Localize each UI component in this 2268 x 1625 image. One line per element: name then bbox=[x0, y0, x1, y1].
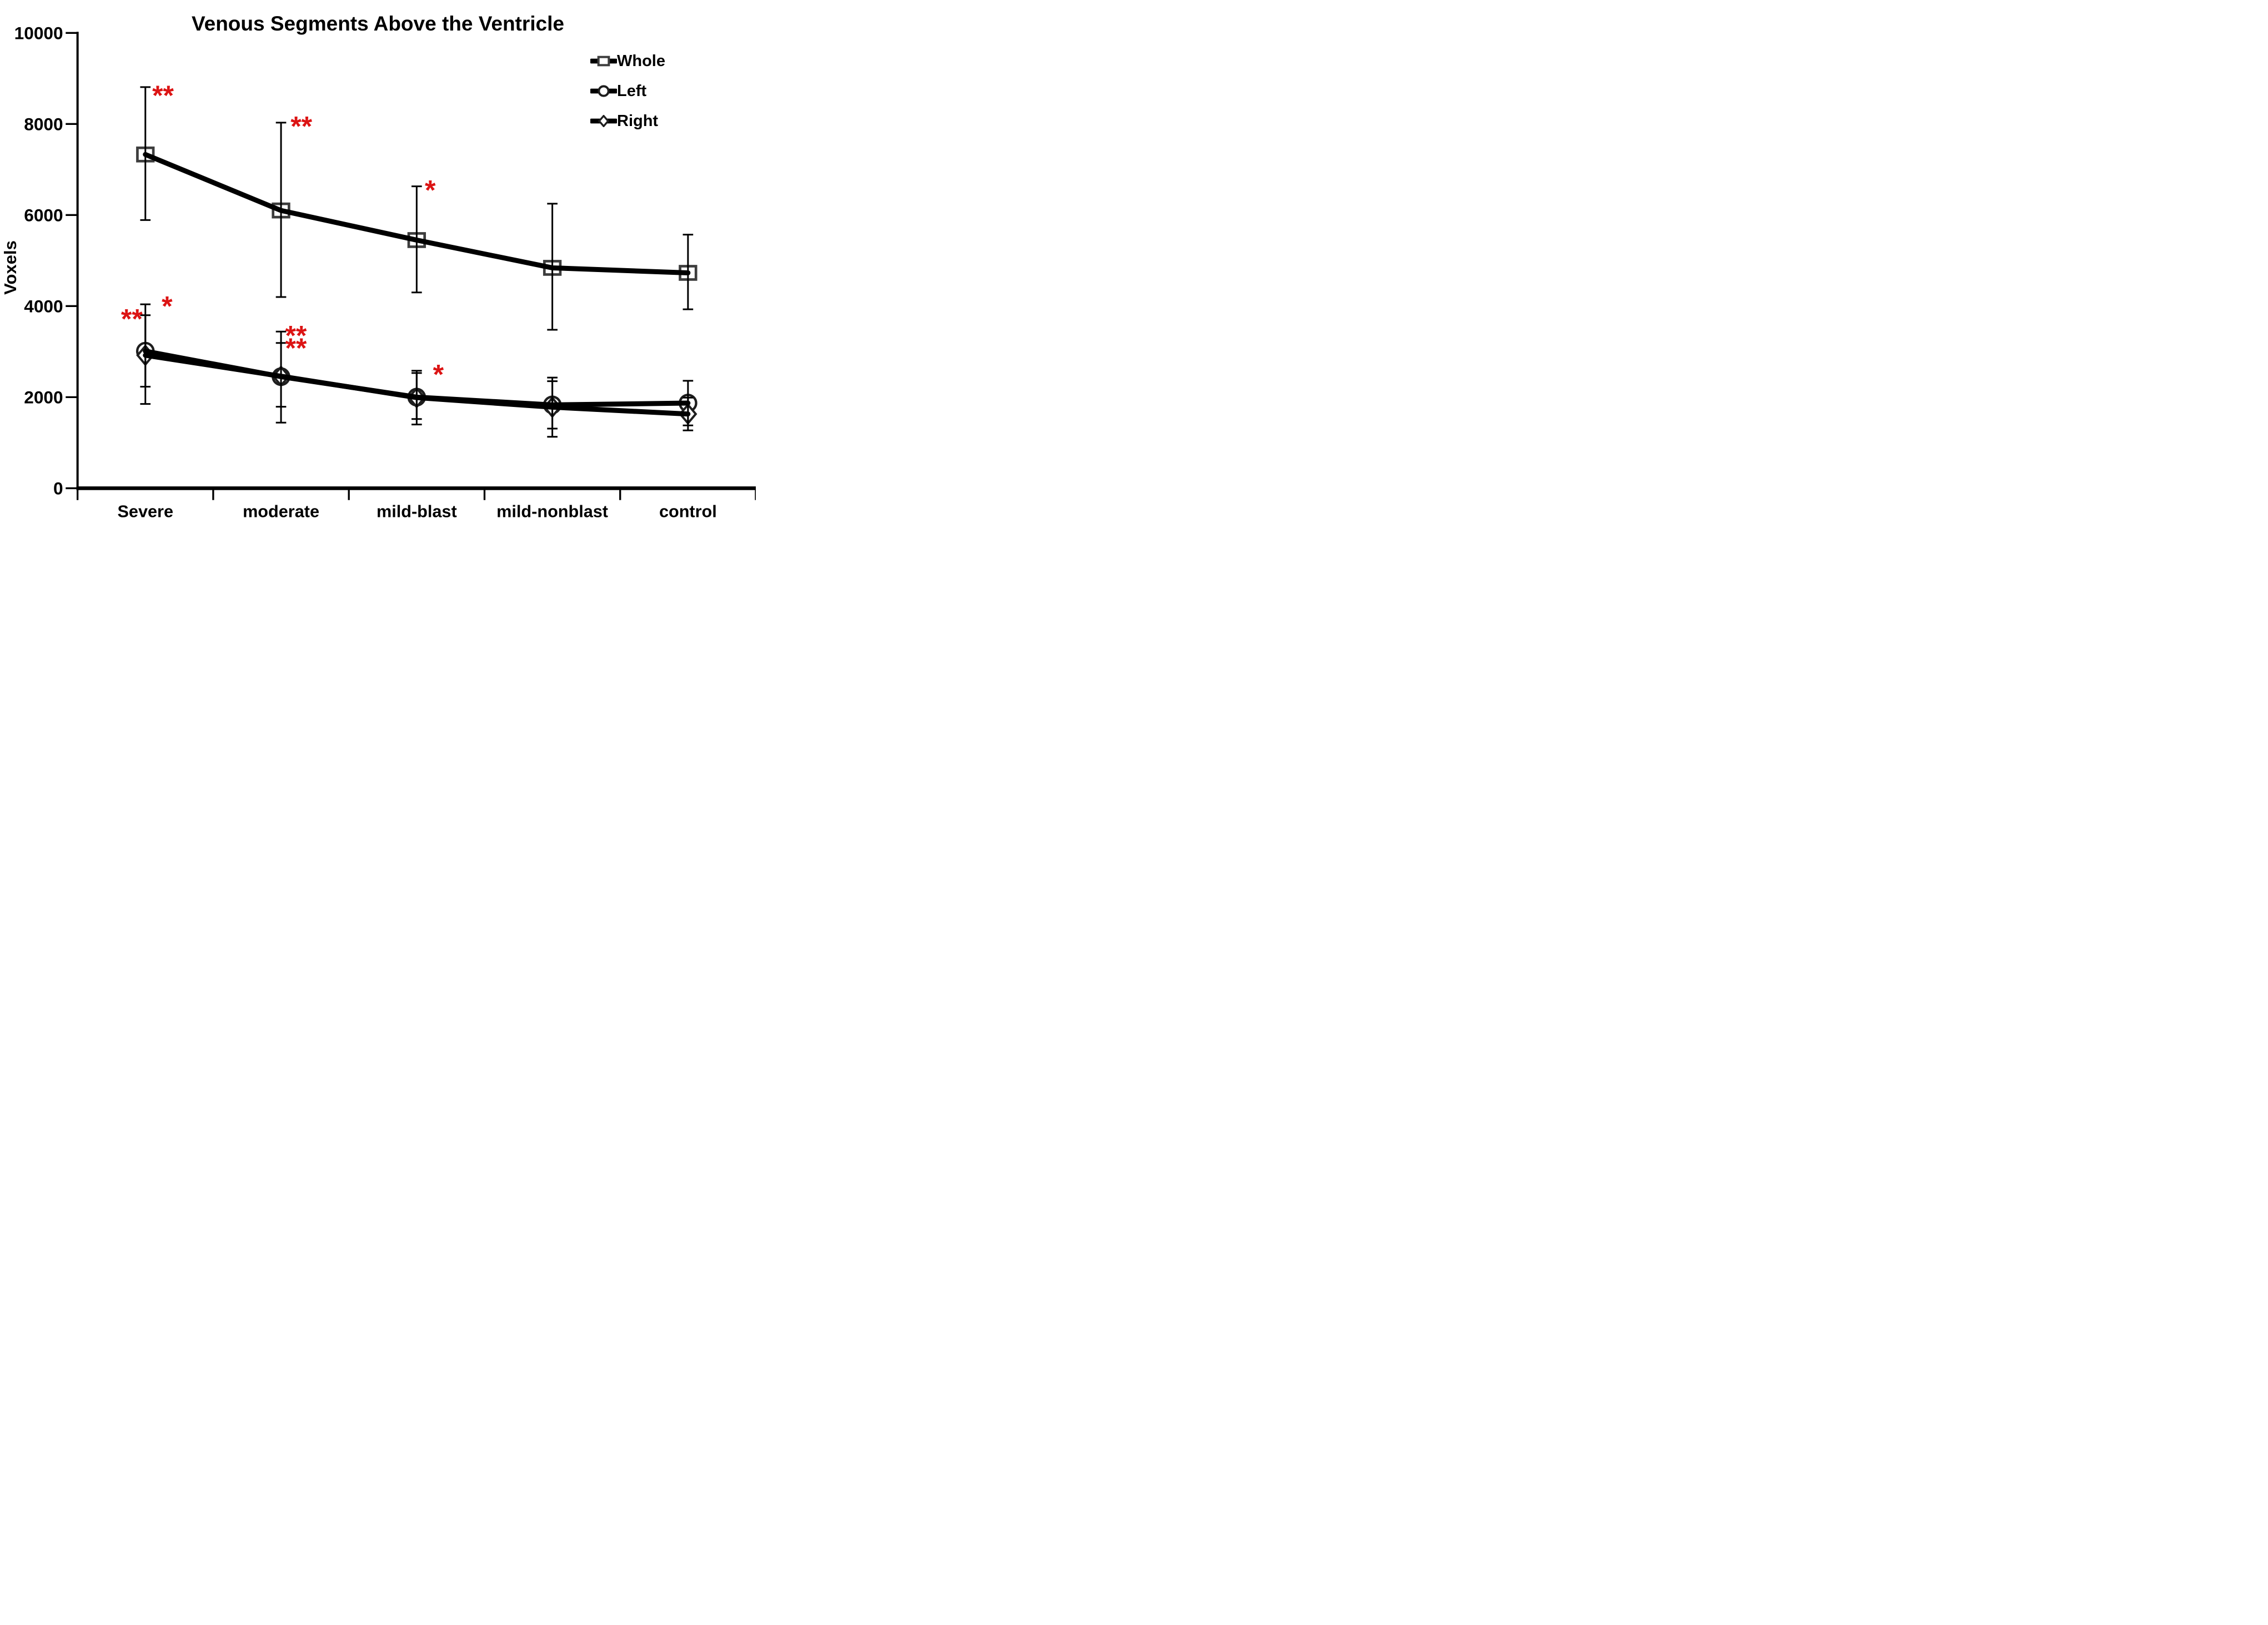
legend-circle bbox=[598, 85, 610, 97]
legend-label-left: Left bbox=[617, 82, 647, 100]
x-category-label-moderate: moderate bbox=[243, 502, 319, 521]
legend-item-right: Right bbox=[590, 106, 665, 136]
chart-title: Venous Segments Above the Ventricle bbox=[191, 12, 564, 35]
y-tick-label-4000: 4000 bbox=[24, 296, 63, 316]
legend-item-left: Left bbox=[590, 76, 665, 106]
annotation-asterisk-7: * bbox=[433, 359, 444, 390]
annotation-asterisk-1: * bbox=[162, 290, 173, 321]
x-category-label-control: control bbox=[659, 502, 717, 521]
x-category-label-mild-nonblast: mild-nonblast bbox=[496, 502, 608, 521]
legend-diamond bbox=[598, 115, 610, 127]
annotation-asterisk-5: ** bbox=[285, 333, 307, 364]
y-tick-label-6000: 6000 bbox=[24, 205, 63, 225]
legend: Whole Left Right bbox=[590, 46, 665, 136]
annotation-asterisk-2: ** bbox=[121, 303, 143, 334]
y-tick-label-2000: 2000 bbox=[24, 387, 63, 407]
y-tick-label-10000: 10000 bbox=[14, 23, 63, 43]
series-line-whole bbox=[143, 152, 691, 275]
legend-label-whole: Whole bbox=[617, 52, 665, 70]
plot-area: 0 2000 4000 6000 8000 10000 Severe moderate mild… bbox=[14, 23, 756, 521]
x-category-label-Severe: Severe bbox=[118, 502, 174, 521]
annotation-asterisk-0: ** bbox=[152, 80, 174, 111]
annotation-asterisk-6: * bbox=[425, 174, 436, 205]
chart-figure: Venous Segments Above the Ventricle Voxe… bbox=[0, 0, 756, 542]
square-marker-icon bbox=[590, 56, 617, 67]
y-tick-label-8000: 8000 bbox=[24, 114, 63, 134]
diamond-marker-icon bbox=[590, 115, 617, 127]
x-category-label-mild-blast: mild-blast bbox=[377, 502, 457, 521]
annotation-asterisk-4: ** bbox=[285, 320, 307, 351]
legend-square bbox=[597, 56, 610, 67]
legend-label-right: Right bbox=[617, 112, 659, 130]
y-tick-label-0: 0 bbox=[53, 478, 63, 498]
legend-item-whole: Whole bbox=[590, 46, 665, 76]
annotation-asterisk-3: ** bbox=[290, 111, 312, 142]
series-line-right bbox=[143, 353, 691, 417]
circle-marker-icon bbox=[590, 85, 617, 97]
